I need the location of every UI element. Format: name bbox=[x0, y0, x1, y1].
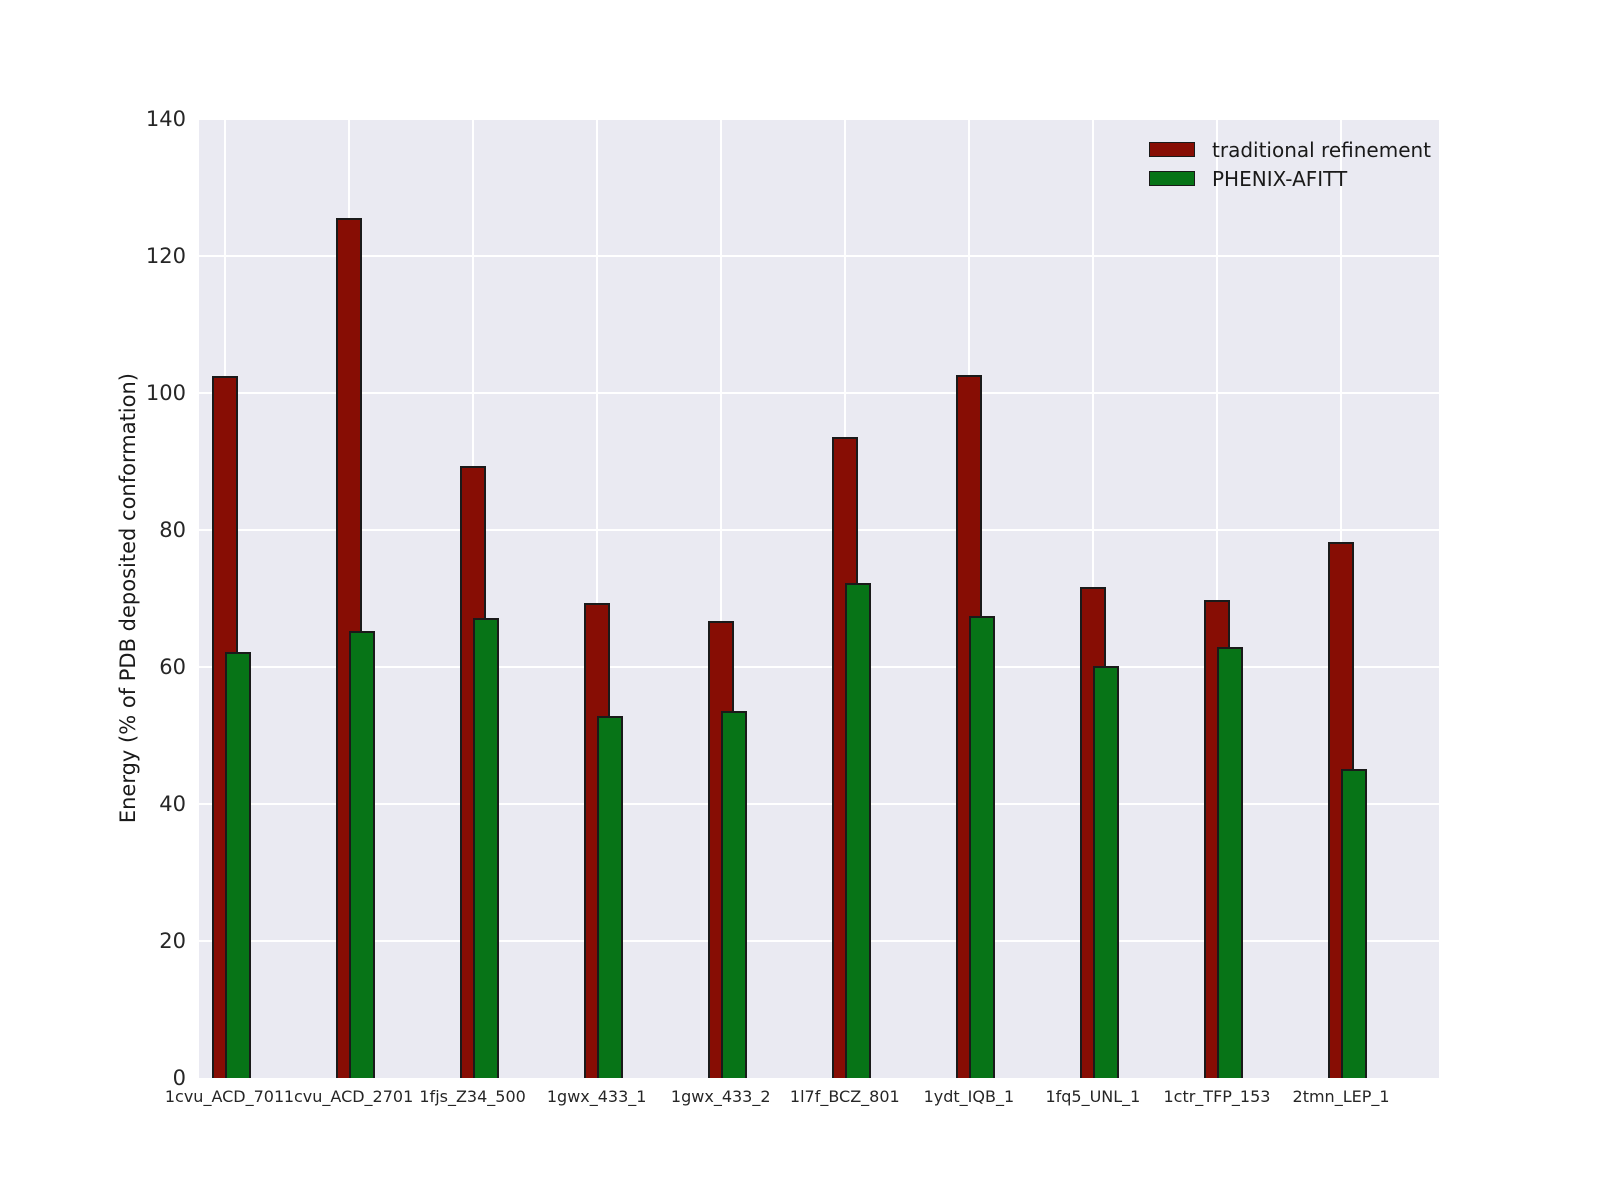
legend-swatch-phenix-afitt bbox=[1149, 171, 1195, 186]
y-tick-label-40: 40 bbox=[159, 792, 186, 816]
gridline-x-1gwx_433_2 bbox=[719, 119, 722, 1078]
x-tick-label-2tmn_LEP_1: 2tmn_LEP_1 bbox=[1292, 1087, 1390, 1106]
y-tick-label-60: 60 bbox=[159, 655, 186, 679]
x-tick-label-1ydt_IQB_1: 1ydt_IQB_1 bbox=[923, 1087, 1015, 1106]
bar-phenix-afitt-1fjs_Z34_500 bbox=[472, 617, 499, 1078]
x-tick-label-1fjs_Z34_500: 1fjs_Z34_500 bbox=[419, 1087, 526, 1106]
x-tick-label-1gwx_433_1: 1gwx_433_1 bbox=[546, 1087, 647, 1106]
legend-label-phenix-afitt: PHENIX-AFITT bbox=[1212, 166, 1348, 191]
gridline-y-100 bbox=[199, 392, 1439, 394]
bar-phenix-afitt-1cvu_ACD_701 bbox=[224, 651, 251, 1078]
y-tick-label-0: 0 bbox=[172, 1066, 186, 1090]
bar-phenix-afitt-1gwx_433_1 bbox=[596, 716, 623, 1078]
bar-phenix-afitt-1l7f_BCZ_801 bbox=[844, 582, 871, 1078]
x-tick-label-1cvu_ACD_701: 1cvu_ACD_701 bbox=[164, 1087, 285, 1106]
legend-item-traditional-refinement: traditional refinement bbox=[1149, 135, 1431, 164]
gridline-y-120 bbox=[199, 255, 1439, 257]
x-tick-label-1fq5_UNL_1: 1fq5_UNL_1 bbox=[1045, 1087, 1141, 1106]
legend-swatch-traditional-refinement bbox=[1149, 142, 1195, 157]
gridline-y-140 bbox=[199, 118, 1439, 120]
x-tick-label-1ctr_TFP_153: 1ctr_TFP_153 bbox=[1163, 1087, 1271, 1106]
bar-phenix-afitt-1ctr_TFP_153 bbox=[1216, 647, 1243, 1078]
gridline-y-40 bbox=[199, 803, 1439, 805]
y-tick-label-20: 20 bbox=[159, 929, 186, 953]
gridline-x-1gwx_433_1 bbox=[595, 119, 598, 1078]
gridline-y-80 bbox=[199, 529, 1439, 531]
bar-phenix-afitt-1ydt_IQB_1 bbox=[968, 616, 995, 1078]
bar-phenix-afitt-1cvu_ACD_2701 bbox=[348, 630, 375, 1078]
bar-phenix-afitt-2tmn_LEP_1 bbox=[1341, 769, 1368, 1078]
y-tick-label-140: 140 bbox=[145, 107, 186, 131]
y-tick-label-80: 80 bbox=[159, 518, 186, 542]
gridline-y-60 bbox=[199, 666, 1439, 668]
x-tick-label-1cvu_ACD_2701: 1cvu_ACD_2701 bbox=[283, 1087, 414, 1106]
x-tick-label-1gwx_433_2: 1gwx_433_2 bbox=[670, 1087, 771, 1106]
legend-label-traditional-refinement: traditional refinement bbox=[1212, 137, 1432, 162]
y-tick-label-120: 120 bbox=[145, 244, 186, 268]
x-tick-label-1l7f_BCZ_801: 1l7f_BCZ_801 bbox=[789, 1087, 900, 1106]
legend-item-phenix-afitt: PHENIX-AFITT bbox=[1149, 164, 1431, 193]
gridline-y-20 bbox=[199, 940, 1439, 942]
y-axis-label: Energy (% of PDB deposited conformation) bbox=[116, 373, 140, 824]
plot-area: traditional refinement PHENIX-AFITT bbox=[199, 118, 1439, 1078]
bar-phenix-afitt-1fq5_UNL_1 bbox=[1092, 666, 1119, 1078]
y-tick-label-100: 100 bbox=[145, 381, 186, 405]
bar-phenix-afitt-1gwx_433_2 bbox=[720, 710, 747, 1078]
gridline-x-1ctr_TFP_153 bbox=[1215, 119, 1218, 1078]
legend: traditional refinement PHENIX-AFITT bbox=[1149, 135, 1431, 193]
